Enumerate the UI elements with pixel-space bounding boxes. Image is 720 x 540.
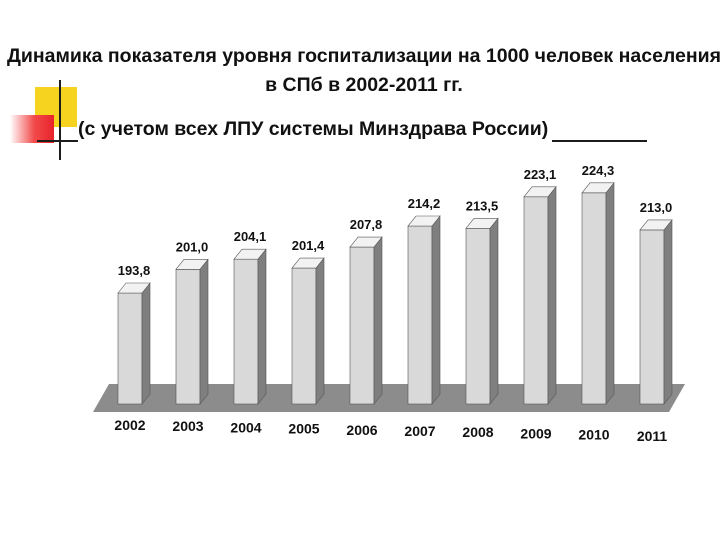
bar-front	[117, 292, 143, 405]
bar-front	[581, 192, 607, 405]
bar-front	[465, 228, 491, 405]
chart-bars	[117, 181, 673, 405]
bar-front	[523, 196, 549, 405]
bar-side	[373, 236, 383, 405]
x-tick-label: 2006	[346, 422, 377, 438]
bar-top	[291, 257, 325, 269]
bar-side	[489, 217, 499, 405]
slide-subtitle: (с учетом всех ЛПУ системы Минздрава Рос…	[78, 115, 553, 144]
bar-top	[407, 215, 441, 227]
data-label: 213,5	[466, 198, 499, 213]
bar-2004	[233, 248, 267, 405]
bar-side	[199, 258, 209, 405]
bar-side	[431, 215, 441, 405]
bar-2011	[639, 219, 673, 405]
bar-top	[639, 219, 673, 231]
bar-side	[315, 257, 325, 405]
bar-2005	[291, 257, 325, 405]
bar-side	[141, 282, 151, 405]
chart-labels: 193,8 2002 201,0 2003 204,1 2004 201,4 2005 207,…	[114, 163, 672, 444]
x-tick-label: 2011	[637, 428, 668, 444]
bar-front	[349, 246, 375, 405]
data-label: 201,0	[176, 239, 209, 254]
data-label: 201,4	[292, 238, 325, 253]
data-label: 214,2	[408, 196, 441, 211]
data-label: 223,1	[524, 167, 557, 182]
data-label: 207,8	[350, 217, 383, 232]
slide-title: Динамика показателя уровня госпитализаци…	[6, 45, 720, 96]
x-tick-label: 2008	[462, 424, 493, 440]
x-tick-label: 2010	[578, 427, 609, 443]
data-label: 213,0	[640, 200, 673, 215]
bar-top	[349, 236, 383, 248]
data-label: 193,8	[118, 263, 151, 278]
bar-side	[547, 185, 557, 405]
decor-red-bar	[10, 115, 54, 143]
decor-vertical-line	[59, 80, 61, 160]
bar-2007	[407, 215, 441, 405]
bar-top	[523, 186, 557, 198]
bar-2009	[523, 185, 557, 405]
bar-front	[233, 258, 259, 405]
bar-top	[581, 182, 615, 194]
x-tick-label: 2005	[288, 421, 319, 437]
bar-side	[605, 181, 615, 405]
bar-front	[639, 229, 665, 405]
x-tick-label: 2004	[230, 419, 261, 435]
bar-2002	[117, 282, 151, 405]
bar-front	[407, 225, 433, 405]
bar-2010	[581, 181, 615, 405]
bar-2006	[349, 236, 383, 405]
x-tick-label: 2009	[520, 425, 551, 441]
bar-2008	[465, 217, 499, 405]
bar-top	[233, 248, 267, 260]
bar-front	[291, 267, 317, 405]
x-tick-label: 2007	[404, 423, 435, 439]
x-tick-label: 2003	[172, 418, 203, 434]
bar-top	[175, 259, 209, 270]
bar-side	[257, 248, 267, 405]
bar-top	[117, 282, 151, 294]
bar-side	[663, 219, 673, 405]
x-tick-label: 2002	[114, 417, 145, 433]
bar-2003	[175, 258, 209, 405]
bar-top	[465, 218, 499, 229]
bar-front	[175, 269, 201, 405]
data-label: 204,1	[234, 229, 267, 244]
data-label: 224,3	[582, 163, 615, 178]
